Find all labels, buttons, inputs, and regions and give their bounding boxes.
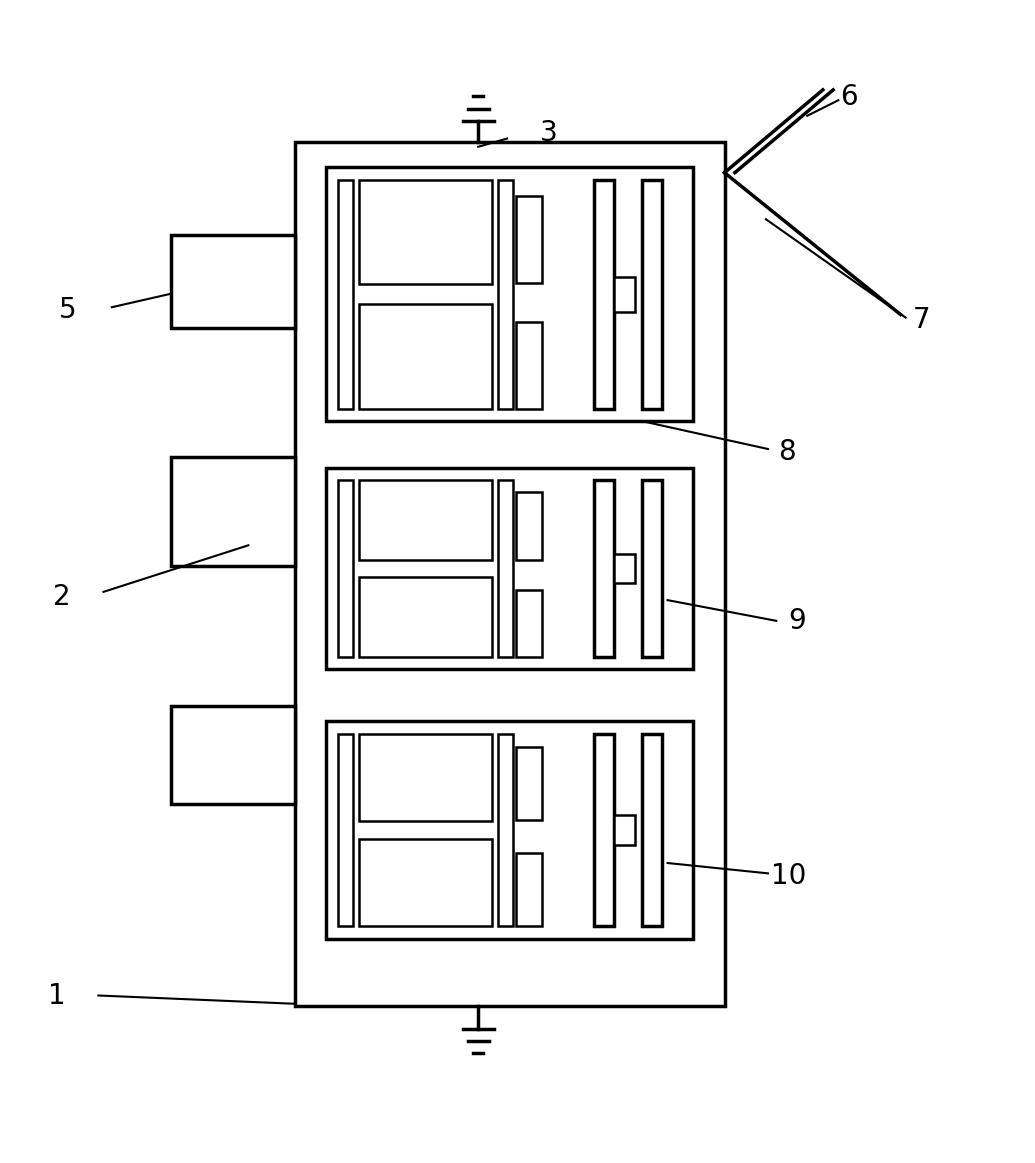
Bar: [498, 734, 512, 926]
Text: 9: 9: [788, 607, 806, 635]
Bar: [295, 142, 724, 1006]
Bar: [516, 195, 542, 283]
Bar: [516, 590, 542, 657]
Bar: [642, 480, 662, 657]
Bar: [359, 180, 492, 284]
Bar: [642, 180, 662, 408]
Bar: [326, 167, 693, 421]
Bar: [171, 235, 295, 328]
Text: 6: 6: [839, 83, 858, 112]
Text: 3: 3: [539, 120, 558, 148]
Bar: [359, 577, 492, 657]
Bar: [615, 277, 634, 312]
Text: 10: 10: [771, 863, 806, 891]
Text: 2: 2: [53, 583, 71, 611]
Text: 8: 8: [777, 438, 796, 466]
Text: 1: 1: [48, 982, 66, 1009]
Bar: [516, 322, 542, 408]
Bar: [338, 734, 353, 926]
Bar: [359, 734, 492, 821]
Bar: [326, 468, 693, 670]
Bar: [171, 706, 295, 804]
Bar: [359, 305, 492, 408]
Bar: [516, 852, 542, 926]
Bar: [171, 457, 295, 566]
Bar: [615, 555, 634, 583]
Text: 7: 7: [912, 306, 930, 334]
Text: 5: 5: [58, 297, 77, 324]
Bar: [498, 180, 512, 408]
Bar: [594, 180, 615, 408]
Bar: [594, 480, 615, 657]
Bar: [498, 480, 512, 657]
Bar: [359, 839, 492, 926]
Bar: [326, 721, 693, 939]
Bar: [642, 734, 662, 926]
Bar: [338, 480, 353, 657]
Bar: [594, 734, 615, 926]
Bar: [338, 180, 353, 408]
Bar: [516, 747, 542, 820]
Bar: [359, 480, 492, 561]
Bar: [615, 815, 634, 846]
Bar: [516, 492, 542, 559]
